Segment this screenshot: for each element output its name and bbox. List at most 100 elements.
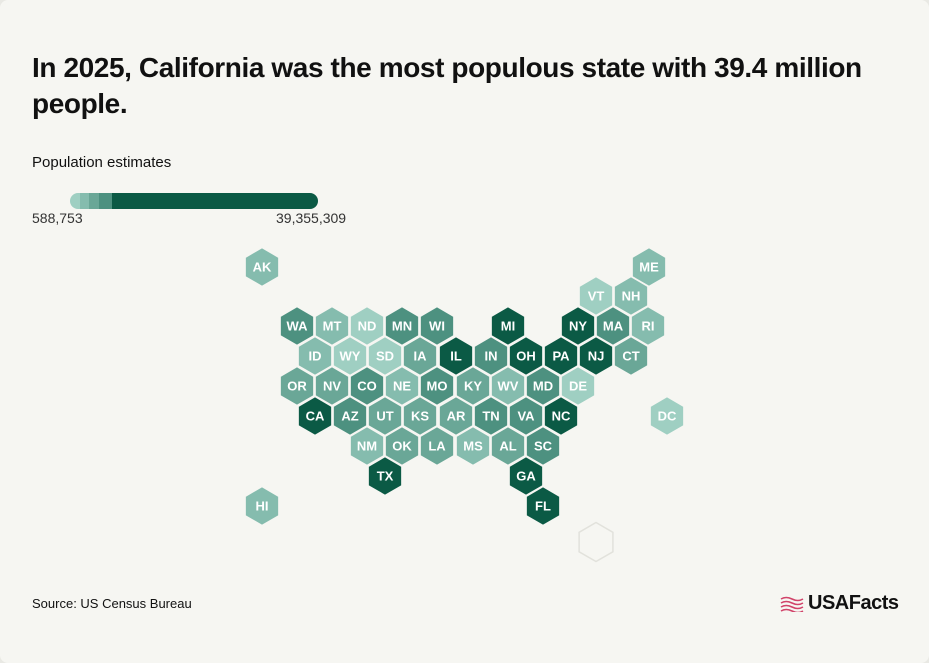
state-hex-tx: TX	[367, 455, 403, 497]
state-hex-label: DC	[658, 409, 677, 424]
state-hex-label: AK	[253, 260, 272, 275]
chart-title: In 2025, California was the most populou…	[32, 52, 862, 119]
state-hex-nh: NH	[613, 275, 649, 317]
state-hex-shape	[279, 305, 315, 347]
legend-swatch	[99, 193, 113, 209]
state-hex-nj: NJ	[578, 335, 614, 377]
state-hex-me: ME	[631, 246, 667, 288]
state-hex-label: IA	[414, 349, 428, 364]
usafacts-logo: USAFacts	[780, 592, 899, 615]
state-hex-label: DE	[569, 379, 587, 394]
state-hex-ms: MS	[455, 425, 491, 467]
state-hex-ok: OK	[384, 425, 420, 467]
state-hex-label: NH	[622, 289, 641, 304]
state-hex-label: MD	[533, 379, 553, 394]
legend-min-label: 588,753	[32, 210, 83, 226]
state-hex-label: MS	[463, 439, 483, 454]
state-hex-label: CA	[306, 409, 325, 424]
state-hex-al: AL	[490, 425, 526, 467]
state-hex-label: PA	[552, 349, 570, 364]
state-hex-shape	[649, 395, 685, 437]
state-hex-shape	[367, 455, 403, 497]
state-hex-label: SC	[534, 439, 553, 454]
state-hex-shape	[244, 246, 280, 288]
state-hex-az: AZ	[332, 395, 368, 437]
state-hex-label: WA	[287, 319, 309, 334]
state-hex-mt: MT	[314, 305, 350, 347]
state-hex-shape	[419, 425, 455, 467]
state-hex-shape	[613, 335, 649, 377]
state-hex-dc: DC	[649, 395, 685, 437]
state-hex-ar: AR	[438, 395, 474, 437]
state-hex-shape	[543, 395, 579, 437]
legend-max-label: 39,355,309	[276, 210, 347, 226]
state-hex-label: GA	[516, 469, 536, 484]
state-hex-nm: NM	[349, 425, 385, 467]
state-hex-shape	[349, 425, 385, 467]
state-hex-label: HI	[256, 499, 269, 514]
state-hex-ri: RI	[630, 305, 666, 347]
legend-swatch	[70, 193, 81, 209]
state-hex-shape	[279, 365, 315, 407]
brand-name: USAFacts	[808, 592, 899, 614]
state-hex-label: KS	[411, 409, 429, 424]
state-hex-label: CO	[357, 379, 377, 394]
state-hex-label: TX	[377, 469, 394, 484]
state-hex-label: FL	[535, 499, 551, 514]
state-hex-shape	[578, 335, 614, 377]
state-hex-ct: CT	[613, 335, 649, 377]
legend-swatch	[89, 193, 100, 209]
state-hex-la: LA	[419, 425, 455, 467]
state-hex-label: MI	[501, 319, 515, 334]
empty-hex-tile	[578, 521, 614, 563]
state-hex-label: KY	[464, 379, 482, 394]
state-hex-label: SD	[376, 349, 394, 364]
state-hex-or: OR	[279, 365, 315, 407]
state-hex-label: IL	[450, 349, 462, 364]
state-hex-shape	[490, 425, 526, 467]
state-hex-ne: NE	[384, 365, 420, 407]
state-hex-label: TN	[482, 409, 499, 424]
legend-swatch	[80, 193, 90, 209]
state-hex-hi: HI	[244, 485, 280, 527]
state-hex-mi: MI	[490, 305, 526, 347]
state-hex-ca: CA	[297, 395, 333, 437]
state-hex-label: OR	[287, 379, 307, 394]
state-hex-label: WI	[429, 319, 445, 334]
state-hex-label: NM	[357, 439, 377, 454]
state-hex-oh: OH	[508, 335, 544, 377]
flag-icon	[780, 596, 804, 612]
state-hex-label: UT	[376, 409, 393, 424]
state-hex-nc: NC	[543, 395, 579, 437]
state-hex-id: ID	[297, 335, 333, 377]
state-hex-ak: AK	[244, 246, 280, 288]
legend-swatch	[112, 193, 318, 209]
source-note: Source: US Census Bureau	[32, 596, 192, 611]
state-hex-label: MT	[323, 319, 342, 334]
state-hex-label: OH	[516, 349, 536, 364]
state-hex-label: AR	[447, 409, 466, 424]
state-hex-label: ND	[358, 319, 377, 334]
state-hex-wa: WA	[279, 305, 315, 347]
state-hex-wy: WY	[332, 335, 368, 377]
state-hex-label: NC	[552, 409, 571, 424]
state-hex-ma: MA	[595, 305, 631, 347]
state-hex-label: WV	[498, 379, 519, 394]
state-hex-label: IN	[485, 349, 498, 364]
state-hex-shape	[631, 246, 667, 288]
state-hex-shape	[525, 485, 561, 527]
state-hex-label: ME	[639, 260, 659, 275]
state-hex-de: DE	[560, 365, 596, 407]
state-hex-md: MD	[525, 365, 561, 407]
state-hex-shape	[455, 425, 491, 467]
state-hex-vt: VT	[578, 275, 614, 317]
state-hex-ny: NY	[560, 305, 596, 347]
state-hex-ut: UT	[367, 395, 403, 437]
state-hex-fl: FL	[525, 485, 561, 527]
state-hex-label: NE	[393, 379, 411, 394]
state-hex-label: MO	[427, 379, 448, 394]
state-hex-label: VT	[588, 289, 605, 304]
state-hex-ky: KY	[455, 365, 491, 407]
